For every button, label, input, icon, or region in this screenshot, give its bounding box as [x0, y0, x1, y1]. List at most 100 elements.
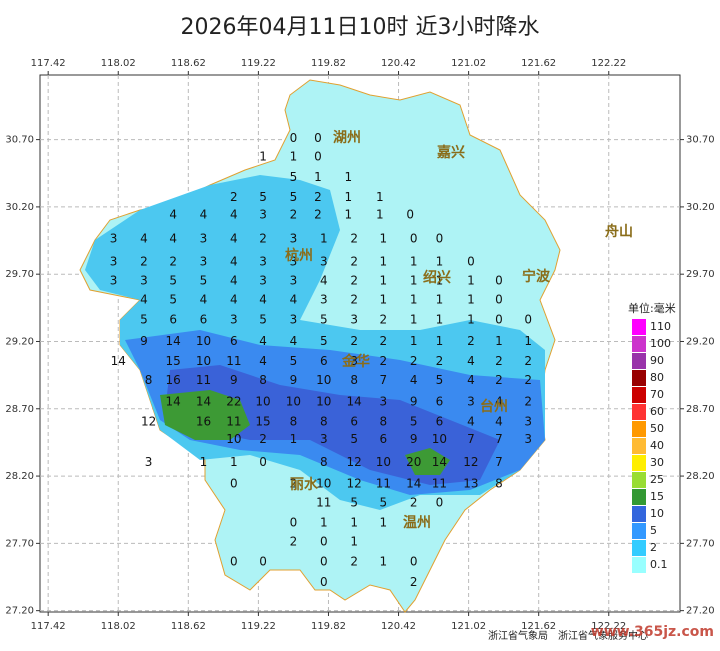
legend-swatch: [632, 523, 646, 539]
legend-swatch: [632, 506, 646, 522]
y-tick-label: 30.20: [686, 202, 715, 213]
station-value: 2: [169, 255, 177, 269]
station-value: 4: [230, 255, 238, 269]
station-value: 2: [410, 495, 418, 509]
station-value: 12: [141, 415, 156, 429]
station-value: 1: [410, 273, 418, 287]
station-value: 11: [432, 477, 447, 491]
station-value: 2: [350, 334, 358, 348]
legend-label: 50: [650, 422, 664, 435]
station-value: 9: [230, 373, 238, 387]
station-value: 1: [467, 292, 475, 306]
station-value: 1: [467, 273, 475, 287]
station-value: 3: [259, 273, 267, 287]
station-value: 0: [410, 555, 418, 569]
station-value: 7: [495, 432, 503, 446]
station-value: 1: [410, 292, 418, 306]
city-label: 台州: [480, 398, 508, 415]
station-value: 4: [169, 232, 177, 246]
city-label: 丽水: [290, 476, 319, 493]
station-value: 12: [347, 455, 362, 469]
legend-swatch: [632, 370, 646, 386]
legend-swatch: [632, 455, 646, 471]
station-value: 4: [290, 292, 298, 306]
station-value: 2: [495, 373, 503, 387]
station-value: 10: [196, 354, 211, 368]
station-value: 4: [467, 373, 475, 387]
station-value: 0: [230, 477, 238, 491]
station-value: 0: [320, 555, 328, 569]
legend-label: 25: [650, 473, 664, 486]
title: 2026年04月11日10时 近3小时降水: [181, 15, 540, 40]
station-value: 0: [524, 312, 532, 326]
station-value: 1: [495, 334, 503, 348]
station-value: 0: [495, 312, 503, 326]
y-tick-label: 28.20: [686, 471, 715, 482]
legend-swatch: [632, 387, 646, 403]
station-value: 6: [436, 395, 444, 409]
legend-label: 5: [650, 524, 657, 537]
station-value: 4: [467, 354, 475, 368]
station-value: 5: [350, 432, 358, 446]
station-value: 0: [320, 535, 328, 549]
city-label: 嘉兴: [436, 144, 465, 161]
station-value: 11: [316, 495, 331, 509]
station-value: 8: [380, 415, 388, 429]
x-tick-label: 118.62: [171, 621, 206, 632]
station-value: 1: [380, 273, 388, 287]
station-value: 12: [463, 455, 478, 469]
legend-swatch: [632, 421, 646, 437]
station-value: 2: [380, 312, 388, 326]
station-value: 4: [410, 373, 418, 387]
city-label: 绍兴: [423, 269, 451, 286]
y-tick-label: 28.20: [5, 471, 34, 482]
station-value: 14: [196, 395, 211, 409]
x-tick-label: 118.02: [101, 58, 136, 69]
station-value: 0: [259, 555, 267, 569]
station-value: 4: [230, 273, 238, 287]
station-value: 22: [226, 395, 241, 409]
station-value: 4: [320, 273, 328, 287]
x-tick-label: 119.82: [311, 621, 346, 632]
x-tick-label: 122.22: [591, 58, 626, 69]
station-value: 2: [495, 354, 503, 368]
station-value: 3: [467, 395, 475, 409]
legend-label: 90: [650, 354, 664, 367]
station-value: 1: [345, 190, 353, 204]
station-value: 3: [320, 292, 328, 306]
station-value: 4: [290, 334, 298, 348]
y-tick-label: 28.70: [686, 404, 715, 415]
station-value: 2: [524, 395, 532, 409]
station-value: 5: [350, 495, 358, 509]
station-value: 8: [290, 415, 298, 429]
station-value: 4: [467, 415, 475, 429]
station-value: 0: [406, 207, 414, 221]
station-value: 9: [410, 432, 418, 446]
station-value: 1: [436, 292, 444, 306]
station-value: 9: [410, 395, 418, 409]
x-tick-label: 117.42: [31, 58, 66, 69]
legend-title: 单位:毫米: [628, 301, 676, 315]
station-value: 0: [290, 131, 298, 145]
station-value: 0: [230, 555, 238, 569]
legend-swatch: [632, 438, 646, 454]
x-tick-label: 118.62: [171, 58, 206, 69]
y-tick-label: 30.70: [686, 135, 715, 146]
station-value: 2: [259, 432, 267, 446]
station-value: 7: [495, 455, 503, 469]
station-value: 11: [376, 477, 391, 491]
station-value: 6: [436, 415, 444, 429]
x-tick-label: 118.02: [101, 621, 136, 632]
station-value: 0: [314, 150, 322, 164]
station-value: 5: [200, 273, 208, 287]
station-value: 0: [410, 232, 418, 246]
credit: 浙江省气象局: [488, 629, 548, 642]
station-value: 8: [495, 477, 503, 491]
station-value: 16: [165, 373, 180, 387]
station-value: 1: [345, 207, 353, 221]
station-value: 1: [380, 292, 388, 306]
legend-swatch: [632, 489, 646, 505]
y-tick-label: 27.70: [5, 538, 34, 549]
credit: 浙江省气象服务中心: [558, 629, 648, 642]
station-value: 13: [463, 477, 478, 491]
